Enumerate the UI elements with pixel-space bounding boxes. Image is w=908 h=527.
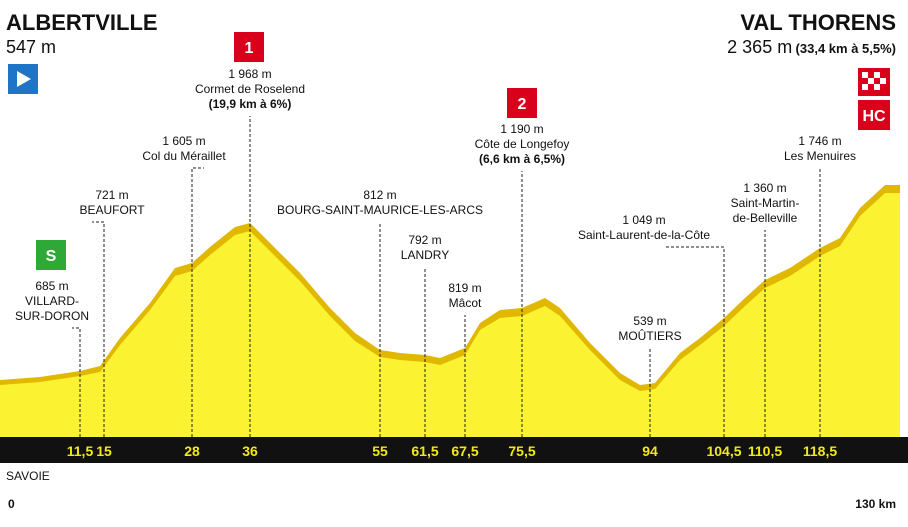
waypoint-leader [664,246,725,437]
finish-climb: (33,4 km à 5,5%) [796,41,896,56]
waypoint-name: Saint-Martin- [731,196,800,210]
km-label: 94 [642,443,658,459]
waypoint-name: VILLARD- [25,294,79,308]
km-label: 118,5 [803,443,837,459]
km-label: 55 [372,443,388,459]
climb-badge [36,240,66,270]
km-label: 28 [184,443,200,459]
km-label: 67,5 [451,443,478,459]
start-arrow [17,71,31,87]
km-label: 36 [242,443,258,459]
waypoint-name: MOÛTIERS [618,328,681,343]
waypoint-name: LANDRY [401,248,449,262]
climb-badge-label: S [46,248,57,265]
waypoint-leader [191,167,204,437]
climb-badge [234,32,264,62]
km-label: 61,5 [411,443,438,459]
hc-badge [858,100,890,130]
km-label: 75,5 [508,443,535,459]
finish-elevation: 2 365 m [727,37,792,57]
km-label: 15 [96,443,112,459]
climb-badge-label: 2 [518,96,527,113]
climb-badge-label: 1 [245,40,254,57]
waypoint-name: Les Menuires [784,149,856,163]
distance-bar [0,437,908,463]
waypoint-elevation: 721 m [95,188,128,202]
climb-badge [507,88,537,118]
finish-info: 2 365 m (33,4 km à 5,5%) [727,37,896,57]
waypoint-elevation: 685 m [35,279,68,293]
waypoint-elevation: 1 746 m [798,134,841,148]
km-label: 11,5 [67,443,94,459]
waypoint-name: BEAUFORT [79,203,145,217]
waypoint-name: de-Belleville [733,211,798,225]
waypoint-name: Col du Méraillet [142,149,226,163]
waypoint-name: BOURG-SAINT-MAURICE-LES-ARCS [277,203,483,217]
waypoint-name: Saint-Laurent-de-la-Côte [578,228,710,242]
waypoint-elevation: 1 360 m [743,181,786,195]
waypoint-leader [72,327,81,437]
waypoint-elevation: 1 190 m [500,122,543,136]
finish-name: VAL THORENS [740,10,896,35]
region: SAVOIE [6,469,50,483]
waypoint-elevation: 1 968 m [228,67,271,81]
waypoint-name: (19,9 km à 6%) [209,97,292,111]
km-label: 104,5 [706,443,741,459]
waypoint-elevation: 539 m [633,314,666,328]
waypoint-name: Côte de Longefoy [475,137,570,151]
km-label: 110,5 [748,443,782,459]
waypoint-elevation: 819 m [448,281,481,295]
waypoint-name: (6,6 km à 6,5%) [479,152,565,166]
distance-end: 130 km [855,497,896,511]
start-elevation: 547 m [6,37,56,57]
hc-badge-label: HC [862,108,886,125]
profile-fill [0,193,900,437]
finish-flag [858,68,890,96]
waypoint-name: SUR-DORON [15,309,89,323]
waypoint-name: Mâcot [449,296,482,310]
waypoint-elevation: 1 605 m [162,134,205,148]
distance-start: 0 [8,497,15,511]
waypoint-elevation: 812 m [363,188,396,202]
waypoint-elevation: 1 049 m [622,213,665,227]
waypoint-name: Cormet de Roselend [195,82,305,96]
waypoint-leader [92,221,105,437]
waypoint-elevation: 792 m [408,233,441,247]
start-name: ALBERTVILLE [6,10,158,35]
